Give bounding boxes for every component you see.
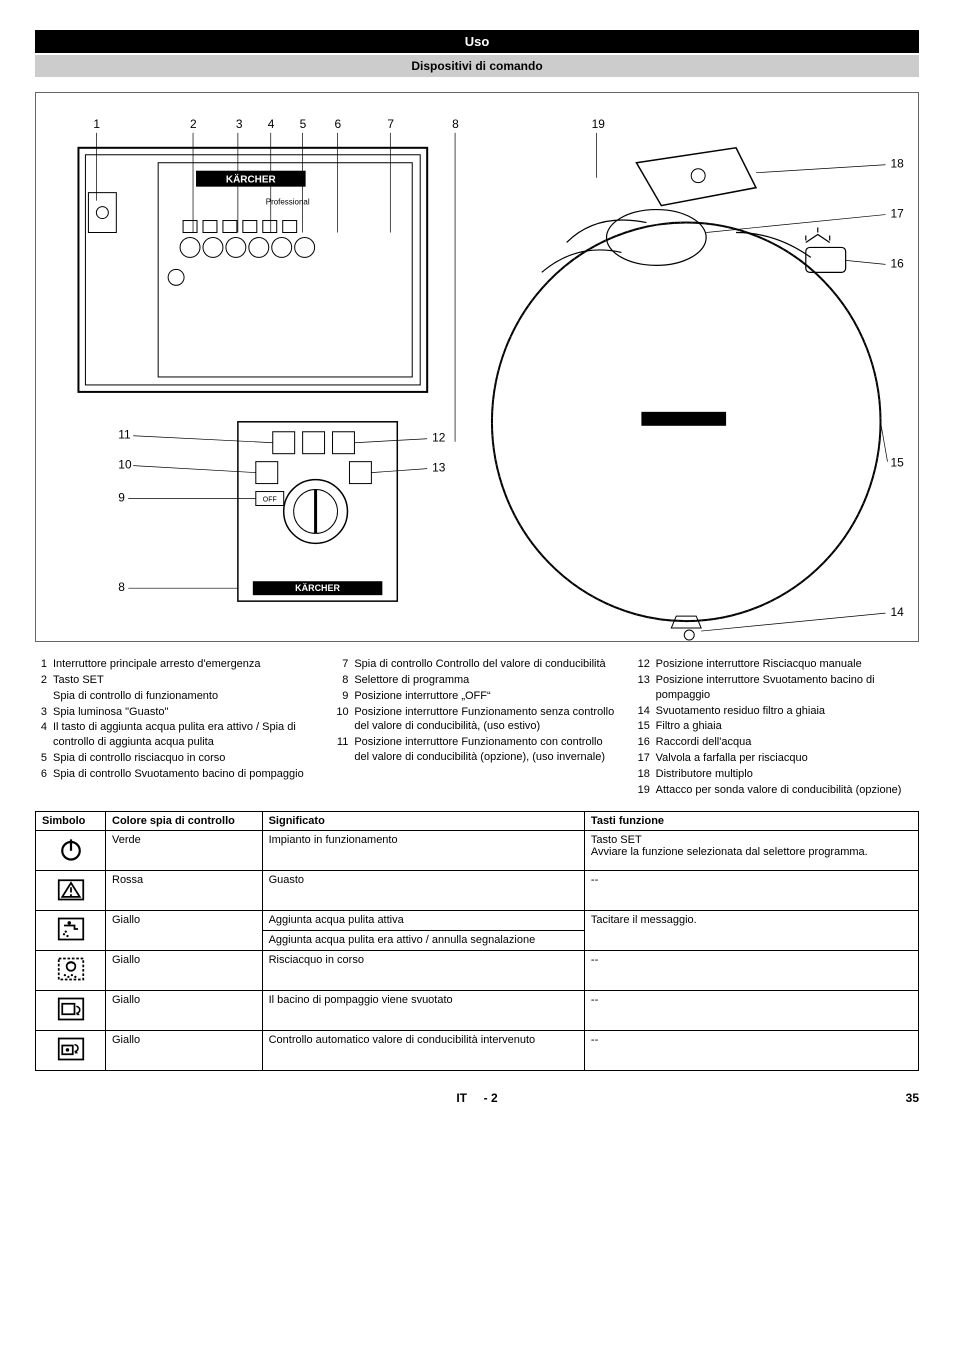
table-row: GialloIl bacino di pompaggio viene svuot… (36, 990, 919, 1030)
cell-func: -- (584, 990, 918, 1030)
th-symbol: Simbolo (36, 811, 106, 830)
conduct-icon (36, 1030, 106, 1070)
legend-item: 14Svuotamento residuo filtro a ghiaia (638, 704, 919, 719)
svg-text:OFF: OFF (263, 497, 277, 504)
legend-item: 6Spia di controllo Svuotamento bacino di… (35, 767, 316, 782)
svg-text:17: 17 (890, 207, 904, 221)
legend-col-3: 12Posizione interruttore Risciacquo manu… (638, 657, 919, 799)
cell-color: Giallo (106, 990, 263, 1030)
cell-meaning: Guasto (262, 870, 584, 910)
svg-text:15: 15 (890, 456, 904, 470)
svg-text:4: 4 (268, 117, 275, 131)
subsection-header: Dispositivi di comando (35, 55, 919, 77)
legend-columns: 1Interruttore principale arresto d'emerg… (35, 657, 919, 799)
cell-func: Tacitare il messaggio. (584, 910, 918, 950)
table-row: GialloAggiunta acqua pulita attivaTacita… (36, 910, 919, 930)
cell-func: -- (584, 870, 918, 910)
legend-item: 11Posizione interruttore Funzionamento c… (336, 735, 617, 765)
cell-meaning: Aggiunta acqua pulita era attivo / annul… (262, 930, 584, 950)
svg-text:3: 3 (236, 117, 243, 131)
cell-meaning: Impianto in funzionamento (262, 830, 584, 870)
legend-item: 2Tasto SET (35, 673, 316, 688)
cell-func: -- (584, 950, 918, 990)
legend-item: 3Spia luminosa "Guasto" (35, 705, 316, 720)
warning-icon (36, 870, 106, 910)
drain-icon (36, 990, 106, 1030)
symbol-table: Simbolo Colore spia di controllo Signifi… (35, 811, 919, 1071)
cell-color: Verde (106, 830, 263, 870)
cell-color: Giallo (106, 910, 263, 950)
legend-item: 12Posizione interruttore Risciacquo manu… (638, 657, 919, 672)
rinse-icon (36, 950, 106, 990)
th-meaning: Significato (262, 811, 584, 830)
footer-sep: - (484, 1091, 488, 1105)
control-diagram: 1 2 3 4 5 6 7 8 19 KÄRCHER Professional (35, 92, 919, 642)
legend-col-1: 1Interruttore principale arresto d'emerg… (35, 657, 316, 799)
th-func: Tasti funzione (584, 811, 918, 830)
svg-text:7: 7 (387, 117, 394, 131)
page-footer: IT - 2 35 (35, 1091, 919, 1105)
legend-item: 15Filtro a ghiaia (638, 719, 919, 734)
svg-text:8: 8 (118, 580, 125, 594)
legend-item: 10Posizione interruttore Funzionamento s… (336, 705, 617, 735)
svg-text:9: 9 (118, 491, 125, 505)
section-header: Uso (35, 30, 919, 53)
table-row: VerdeImpianto in funzionamentoTasto SET … (36, 830, 919, 870)
legend-item: 19Attacco per sonda valore di conducibil… (638, 783, 919, 798)
cell-color: Giallo (106, 950, 263, 990)
legend-item: 1Interruttore principale arresto d'emerg… (35, 657, 316, 672)
svg-text:KÄRCHER: KÄRCHER (295, 583, 340, 593)
legend-col-2: 7Spia di controllo Controllo del valore … (336, 657, 617, 799)
table-row: RossaGuasto-- (36, 870, 919, 910)
footer-page-global: 35 (879, 1091, 919, 1105)
cell-func: -- (584, 1030, 918, 1070)
legend-item: 5Spia di controllo risciacquo in corso (35, 751, 316, 766)
legend-item: 8Selettore di programma (336, 673, 617, 688)
svg-text:Professional: Professional (266, 198, 310, 207)
svg-text:8: 8 (452, 117, 459, 131)
cell-color: Rossa (106, 870, 263, 910)
cell-meaning: Risciacquo in corso (262, 950, 584, 990)
svg-text:5: 5 (300, 117, 307, 131)
legend-item: Spia di controllo di funzionamento (35, 689, 316, 704)
legend-item: 13Posizione interruttore Svuotamento bac… (638, 673, 919, 703)
legend-item: 7Spia di controllo Controllo del valore … (336, 657, 617, 672)
legend-item: 18Distributore multiplo (638, 767, 919, 782)
legend-item: 4Il tasto di aggiunta acqua pulita era a… (35, 720, 316, 750)
svg-text:10: 10 (118, 458, 132, 472)
footer-page-local: 2 (491, 1091, 498, 1105)
faucet-icon (36, 910, 106, 950)
th-color: Colore spia di controllo (106, 811, 263, 830)
svg-text:12: 12 (432, 431, 446, 445)
table-row: GialloRisciacquo in corso-- (36, 950, 919, 990)
svg-text:11: 11 (118, 428, 131, 442)
table-row: GialloControllo automatico valore di con… (36, 1030, 919, 1070)
svg-text:KÄRCHER: KÄRCHER (226, 175, 276, 186)
cell-meaning: Il bacino di pompaggio viene svuotato (262, 990, 584, 1030)
svg-text:16: 16 (890, 256, 904, 270)
footer-lang: IT (456, 1091, 467, 1105)
svg-text:14: 14 (890, 605, 904, 619)
cell-func: Tasto SET Avviare la funzione selezionat… (584, 830, 918, 870)
svg-text:19: 19 (592, 117, 606, 131)
svg-text:1: 1 (93, 117, 100, 131)
legend-item: 16Raccordi dell'acqua (638, 735, 919, 750)
cell-meaning: Controllo automatico valore di conducibi… (262, 1030, 584, 1070)
cell-meaning: Aggiunta acqua pulita attiva (262, 910, 584, 930)
legend-item: 9Posizione interruttore „OFF“ (336, 689, 617, 704)
svg-text:2: 2 (190, 117, 197, 131)
power-icon (36, 830, 106, 870)
legend-item: 17Valvola a farfalla per risciacquo (638, 751, 919, 766)
cell-color: Giallo (106, 1030, 263, 1070)
svg-text:18: 18 (890, 157, 904, 171)
svg-text:6: 6 (335, 117, 342, 131)
svg-text:13: 13 (432, 461, 446, 475)
